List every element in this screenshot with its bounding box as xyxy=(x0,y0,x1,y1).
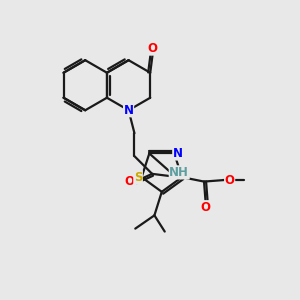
Text: N: N xyxy=(173,147,183,160)
Text: O: O xyxy=(200,201,211,214)
Text: NH: NH xyxy=(169,166,189,179)
Text: O: O xyxy=(148,42,158,55)
Text: O: O xyxy=(124,175,134,188)
Text: O: O xyxy=(225,174,235,187)
Text: N: N xyxy=(124,104,134,117)
Text: S: S xyxy=(134,171,142,184)
